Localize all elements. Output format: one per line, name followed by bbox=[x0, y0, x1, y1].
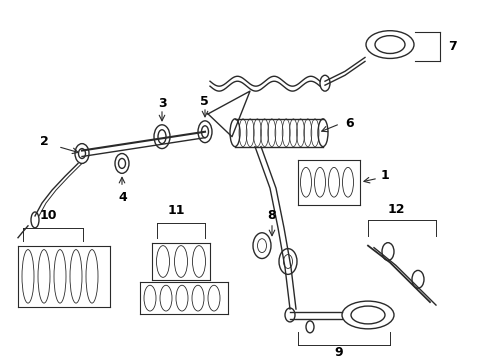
Text: 8: 8 bbox=[267, 210, 275, 222]
Text: 4: 4 bbox=[118, 190, 127, 204]
Text: 9: 9 bbox=[334, 346, 343, 359]
Text: 1: 1 bbox=[381, 169, 390, 182]
Text: 10: 10 bbox=[40, 210, 57, 222]
Text: 7: 7 bbox=[448, 40, 457, 53]
Text: 3: 3 bbox=[158, 96, 167, 109]
Text: 6: 6 bbox=[345, 117, 354, 130]
Text: 5: 5 bbox=[200, 95, 209, 108]
Text: 12: 12 bbox=[388, 203, 406, 216]
Text: 11: 11 bbox=[168, 204, 186, 217]
Text: 2: 2 bbox=[40, 135, 49, 148]
